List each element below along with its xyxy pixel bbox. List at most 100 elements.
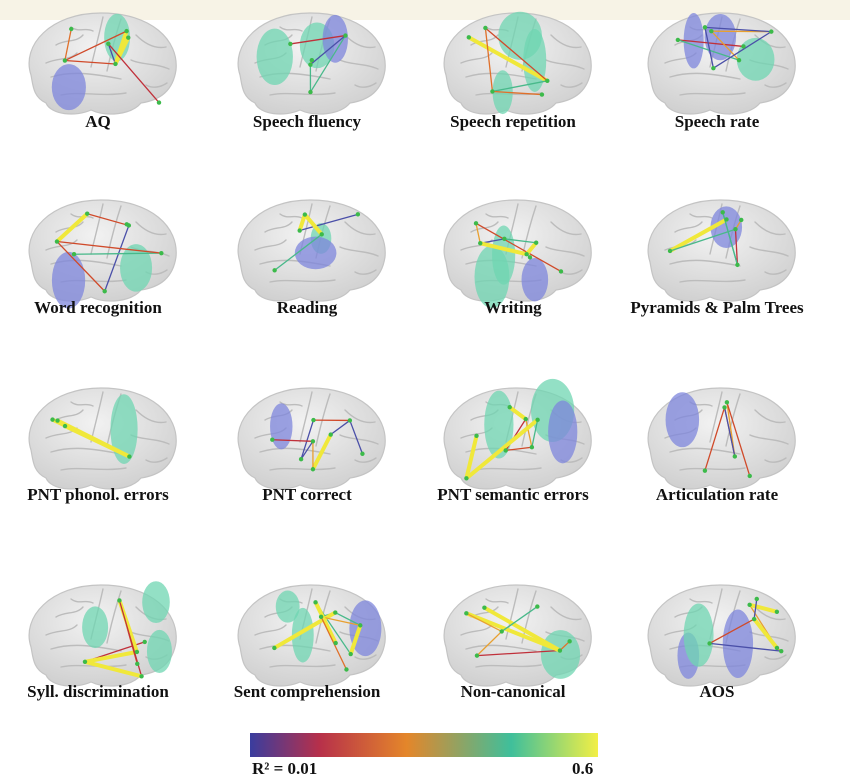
region (737, 38, 775, 81)
node (320, 232, 324, 236)
node (348, 652, 352, 656)
node (668, 249, 672, 253)
brain (648, 585, 795, 686)
node (755, 597, 759, 601)
node (303, 212, 307, 216)
node (741, 44, 745, 48)
region (257, 29, 293, 85)
region (666, 392, 700, 447)
node (752, 617, 756, 621)
node (703, 468, 707, 472)
brain-panel (444, 12, 591, 114)
node (50, 417, 54, 421)
node (356, 212, 360, 216)
region (52, 64, 86, 110)
brain-panel (29, 581, 176, 686)
node (127, 223, 131, 227)
brain-panel (238, 585, 385, 686)
region (522, 258, 549, 302)
node (474, 221, 478, 225)
panel-label: Sent comprehension (234, 682, 381, 701)
node (272, 646, 276, 650)
node (83, 660, 87, 664)
panel-label: Word recognition (34, 298, 162, 317)
node (558, 648, 562, 652)
panels: AQSpeech fluencySpeech repetitionSpeech … (27, 12, 804, 701)
panel-label: AQ (85, 112, 111, 131)
node (308, 62, 312, 66)
node (779, 649, 783, 653)
node (478, 241, 482, 245)
node (524, 417, 528, 421)
node (270, 438, 274, 442)
region (484, 391, 513, 459)
node (769, 29, 773, 33)
node (135, 650, 139, 654)
region (82, 606, 108, 648)
node (124, 29, 128, 33)
brain-panel (648, 585, 795, 686)
brain-panel (238, 388, 385, 489)
node (464, 611, 468, 615)
node (143, 640, 147, 644)
brain-panel (29, 200, 176, 309)
node (55, 239, 59, 243)
brain-panel (648, 388, 795, 489)
node (311, 439, 315, 443)
panel-label: Pyramids & Palm Trees (630, 298, 804, 317)
node (735, 263, 739, 267)
node (348, 418, 352, 422)
brain-panel (238, 13, 385, 114)
node (709, 29, 713, 33)
node (72, 252, 76, 256)
node (159, 251, 163, 255)
node (319, 615, 323, 619)
region (548, 401, 577, 464)
node (333, 610, 337, 614)
node (722, 405, 726, 409)
node (113, 62, 117, 66)
node (739, 218, 743, 222)
region (142, 581, 170, 623)
region (541, 630, 580, 679)
node (343, 33, 347, 37)
node (725, 400, 729, 404)
node (567, 639, 571, 643)
brain-panel (648, 13, 795, 114)
node (63, 424, 67, 428)
panel-label: Speech fluency (253, 112, 362, 131)
region (523, 29, 546, 92)
node (311, 418, 315, 422)
node (288, 42, 292, 46)
node (106, 42, 110, 46)
node (528, 255, 532, 259)
brain-panel (238, 200, 385, 301)
node (117, 598, 121, 602)
region (270, 403, 292, 449)
node (135, 662, 139, 666)
node (535, 418, 539, 422)
region (684, 604, 714, 667)
node (310, 58, 314, 62)
node (530, 445, 534, 449)
brain (29, 200, 176, 301)
brain-panel (29, 388, 176, 489)
node (747, 603, 751, 607)
panel-label: PNT semantic errors (437, 485, 589, 504)
node (711, 66, 715, 70)
node (490, 89, 494, 93)
node (464, 476, 468, 480)
node (299, 457, 303, 461)
panel-label: PNT correct (262, 485, 352, 504)
brain (29, 388, 176, 489)
node (748, 474, 752, 478)
node (308, 90, 312, 94)
node (313, 600, 317, 604)
brain-panel (444, 585, 591, 686)
node (707, 641, 711, 645)
figure: AQSpeech fluencySpeech repetitionSpeech … (0, 0, 850, 779)
node (467, 35, 471, 39)
brain (238, 388, 385, 489)
node (733, 227, 737, 231)
node (724, 217, 728, 221)
